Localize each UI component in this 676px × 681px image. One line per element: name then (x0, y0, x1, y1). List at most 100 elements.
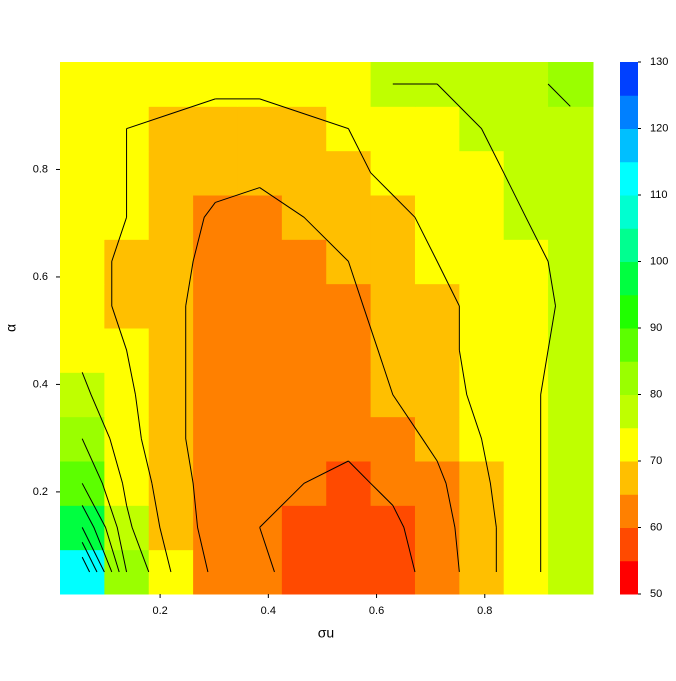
heat-cell (104, 283, 150, 329)
colorbar-swatch (620, 361, 638, 395)
heat-cell (414, 372, 460, 418)
heat-cell (148, 549, 194, 595)
heat-cell (104, 239, 150, 285)
heat-cell (148, 150, 194, 196)
heat-cell (60, 328, 105, 373)
heat-cell (60, 239, 105, 285)
heat-cell (237, 150, 283, 196)
heat-cell (459, 505, 505, 551)
heat-cell (370, 461, 416, 506)
contour-line (81, 505, 113, 573)
heat-cell (503, 505, 549, 551)
heat-cell (370, 106, 416, 152)
heat-cell (548, 549, 594, 595)
heat-cell (193, 372, 238, 418)
heat-cell (503, 372, 549, 418)
colorbar-tick-label: 110 (650, 189, 668, 201)
y-axis-label: α (3, 324, 19, 332)
heat-cell (326, 372, 372, 418)
heat-cell (503, 62, 549, 107)
colorbar-tick-label: 50 (650, 588, 662, 600)
heat-cell (414, 106, 460, 152)
colorbar-tick-label: 100 (650, 255, 668, 267)
heat-cell (548, 106, 594, 152)
heat-cell (326, 461, 372, 506)
x-tick-label: 0.4 (261, 605, 276, 617)
heat-cell (148, 372, 194, 418)
heat-cell (370, 150, 416, 196)
heat-cell (237, 461, 283, 506)
heat-cell (370, 283, 416, 329)
heat-cell (459, 549, 505, 595)
colorbar-swatch (620, 427, 638, 462)
contour-line (111, 98, 497, 573)
heat-cell (548, 328, 594, 373)
contour-line (81, 542, 98, 573)
heat-cell (237, 195, 283, 240)
heat-cell (414, 150, 460, 196)
heat-cell (459, 195, 505, 240)
heat-cell (548, 461, 594, 506)
contour-line (81, 483, 120, 573)
heat-cell (148, 505, 194, 551)
heat-cell (237, 549, 283, 595)
heat-cell (60, 283, 105, 329)
heat-cell (459, 283, 505, 329)
heat-cell (60, 195, 105, 240)
contour-line (81, 83, 556, 573)
heat-cell (326, 195, 372, 240)
heat-cell (326, 328, 372, 373)
heat-cell (148, 328, 194, 373)
heat-cell (148, 62, 194, 107)
heat-cell (370, 328, 416, 373)
heat-cell (281, 150, 327, 196)
y-tick-label: 0.2 (33, 486, 48, 498)
heat-cell (459, 328, 505, 373)
heat-cell (237, 106, 283, 152)
heat-cell (104, 549, 150, 595)
heat-cell (193, 62, 238, 107)
colorbar-swatch (620, 161, 638, 196)
heat-cell (237, 283, 283, 329)
heat-cell (548, 372, 594, 418)
heat-cell (148, 283, 194, 329)
heat-cell (237, 62, 283, 107)
heat-cell (237, 239, 283, 285)
heat-cell (503, 461, 549, 506)
heat-cell (281, 239, 327, 285)
heat-cell (459, 372, 505, 418)
heat-cell (326, 283, 372, 329)
heat-cell (414, 416, 460, 462)
colorbar-tick-label: 90 (650, 322, 662, 334)
heat-cell (193, 505, 238, 551)
heat-cell (326, 150, 372, 196)
heat-cell (281, 328, 327, 373)
x-tick-label: 0.2 (152, 605, 167, 617)
heat-cell (193, 461, 238, 506)
contour-line (185, 187, 460, 573)
heat-cell (193, 150, 238, 196)
colorbar-tick-label: 60 (650, 521, 662, 533)
heat-cell (281, 106, 327, 152)
heat-cell (503, 328, 549, 373)
heat-cell (148, 416, 194, 462)
heat-cell (414, 505, 460, 551)
colorbar-swatch (620, 328, 638, 362)
heat-cell (60, 549, 105, 595)
heat-cell (148, 106, 194, 152)
heat-cell (370, 239, 416, 285)
heat-cell (237, 372, 283, 418)
y-tick-label: 0.8 (33, 163, 48, 175)
heat-cell (281, 62, 327, 107)
colorbar-swatch (620, 560, 638, 595)
colorbar-swatch (620, 228, 638, 262)
heat-cell (148, 195, 194, 240)
colorbar-tick-label: 120 (650, 122, 668, 134)
heat-cell (193, 416, 238, 462)
heat-cell (548, 239, 594, 285)
heat-cell (503, 239, 549, 285)
heat-cell (414, 461, 460, 506)
x-axis-label: σu (318, 625, 334, 641)
heat-cell (281, 549, 327, 595)
